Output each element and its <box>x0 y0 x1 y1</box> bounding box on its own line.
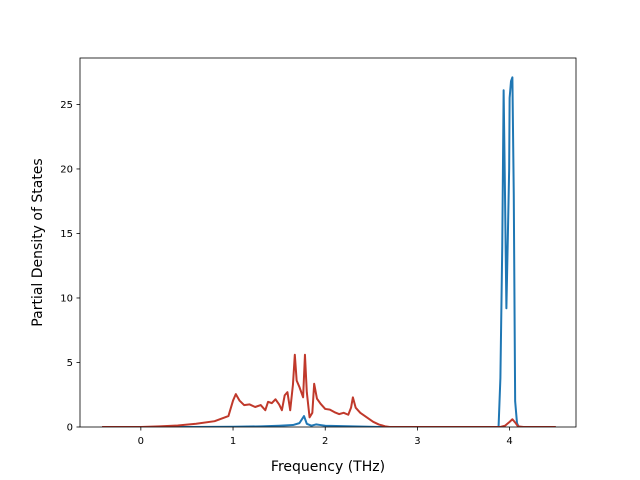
y-tick-label: 0 <box>67 423 73 434</box>
x-tick-label: 2 <box>322 436 328 447</box>
x-tick-label: 3 <box>414 436 420 447</box>
y-tick-label: 15 <box>60 229 73 240</box>
y-tick-label: 25 <box>60 100 73 111</box>
plot-frame <box>79 57 577 428</box>
x-tick-label: 0 <box>138 436 144 447</box>
x-axis-label: Frequency (THz) <box>271 459 385 475</box>
y-tick-label: 5 <box>67 358 73 369</box>
y-tick-label: 10 <box>60 293 73 304</box>
y-tick-label: 20 <box>60 164 73 175</box>
y-axis-label: Partial Density of States <box>30 158 46 326</box>
x-tick-label: 4 <box>506 436 512 447</box>
series-line-1 <box>102 76 556 427</box>
x-tick-label: 1 <box>230 436 236 447</box>
series-line-2 <box>102 353 556 427</box>
